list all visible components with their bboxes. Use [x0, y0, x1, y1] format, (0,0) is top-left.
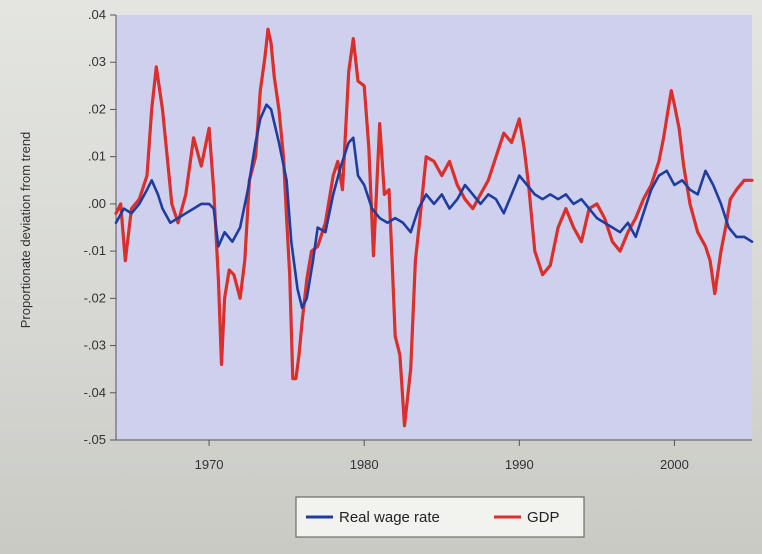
y-tick-label: .04 — [88, 7, 106, 22]
y-tick-label: -.02 — [84, 290, 106, 305]
series-line-real-wage-rate — [114, 103, 754, 310]
x-tick-label: 1980 — [350, 457, 379, 472]
y-tick-label: .01 — [88, 149, 106, 164]
y-tick-label: -.01 — [84, 243, 106, 258]
x-axis: 1970 1980 1990 2000 — [116, 439, 752, 472]
y-tick-label: .02 — [88, 101, 106, 116]
legend-label-gdp: GDP — [527, 509, 560, 526]
y-tick-label: -.03 — [84, 338, 106, 353]
legend: Real wage rate GDP — [295, 496, 585, 538]
y-tick-label: -.04 — [84, 385, 106, 400]
x-tick-label: 1970 — [195, 457, 224, 472]
plot-area — [116, 15, 752, 440]
y-axis: .04 .03 .02 .01 .00 -.01 -.02 -.03 -.04 -.05 — [84, 7, 117, 447]
y-tick-label: .03 — [88, 54, 106, 69]
series-line-gdp — [114, 27, 754, 428]
x-tick-label: 2000 — [660, 457, 689, 472]
y-tick-label: -.05 — [84, 432, 106, 447]
y-axis-title: Proportionate deviation from trend — [18, 132, 33, 329]
series-lines — [114, 27, 754, 428]
x-tick-label: 1990 — [505, 457, 534, 472]
legend-box — [295, 496, 585, 538]
legend-label-real-wage: Real wage rate — [339, 509, 440, 526]
y-tick-label: .00 — [88, 196, 106, 211]
